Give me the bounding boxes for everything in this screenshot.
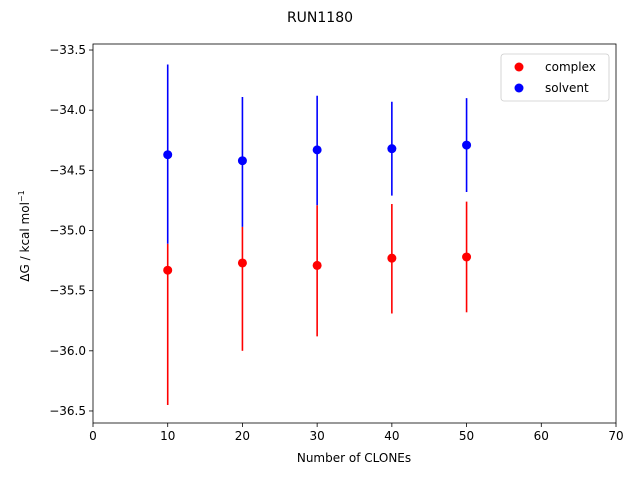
y-tick-label: −35.0 <box>49 223 86 237</box>
x-tick-label: 0 <box>89 429 97 443</box>
legend-marker-solvent <box>514 83 524 93</box>
x-tick-label: 50 <box>459 429 474 443</box>
y-axis-label-text: ΔG / kcal mol <box>18 202 32 282</box>
series-complex <box>166 201 468 405</box>
x-axis: 0 10 20 30 40 50 60 70 <box>89 423 624 443</box>
x-tick-label: 10 <box>160 429 175 443</box>
plot-area <box>163 64 472 405</box>
complex-point <box>312 260 322 270</box>
legend-label-complex: complex <box>545 60 596 74</box>
solvent-point <box>387 144 397 154</box>
y-tick-label: −35.5 <box>49 284 86 298</box>
y-axis-label-superscript: −1 <box>17 190 26 202</box>
complex-point <box>387 253 397 263</box>
axes-frame <box>92 43 617 424</box>
y-axis: −36.5 −36.0 −35.5 −35.0 −34.5 −34.0 −33.5 <box>49 43 93 418</box>
y-axis-label: ΔG / kcal mol−1 <box>17 190 32 281</box>
x-tick-label: 70 <box>608 429 623 443</box>
solvent-point <box>312 145 322 155</box>
complex-point <box>462 252 472 262</box>
x-tick-label: 40 <box>384 429 399 443</box>
y-tick-label: −36.5 <box>49 404 86 418</box>
x-tick-label: 60 <box>534 429 549 443</box>
solvent-point <box>462 140 472 150</box>
solvent-point <box>237 156 247 166</box>
solvent-point <box>163 150 173 160</box>
x-tick-label: 20 <box>235 429 250 443</box>
legend: complex solvent <box>500 53 610 102</box>
legend-label-solvent: solvent <box>545 81 589 95</box>
y-tick-label: −34.0 <box>49 103 86 117</box>
series-solvent-points <box>163 140 472 166</box>
series-complex-points <box>163 252 472 275</box>
complex-point <box>163 265 173 275</box>
y-tick-label: −33.5 <box>49 43 86 57</box>
chart-title: RUN1180 <box>287 10 353 26</box>
y-tick-label: −34.5 <box>49 163 86 177</box>
x-axis-label: Number of CLONEs <box>297 451 411 465</box>
legend-box <box>500 53 610 102</box>
complex-point <box>237 258 247 268</box>
y-tick-label: −36.0 <box>49 344 86 358</box>
x-tick-label: 30 <box>310 429 325 443</box>
legend-marker-complex <box>514 62 524 72</box>
